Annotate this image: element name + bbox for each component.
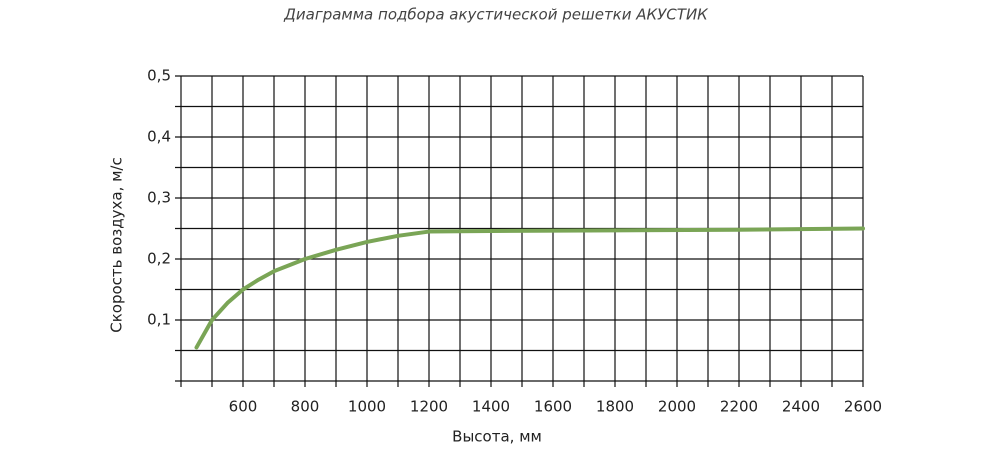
x-tick-label: 2000 xyxy=(658,398,696,416)
line xyxy=(194,226,865,350)
x-tick-label: 1600 xyxy=(534,398,572,416)
x-tick-label: 800 xyxy=(291,398,320,416)
x-tick-label: 2400 xyxy=(782,398,820,416)
x-tick-label: 2600 xyxy=(844,398,882,416)
x-tick-label: 1800 xyxy=(596,398,634,416)
y-tick-label: 0,5 xyxy=(147,67,171,85)
x-axis-label: Высота, мм xyxy=(452,428,542,446)
x-tick-label: 2200 xyxy=(720,398,758,416)
y-tick-label: 0,1 xyxy=(147,311,171,329)
x-tick-label: 600 xyxy=(229,398,258,416)
y-tick-label: 0,4 xyxy=(147,128,171,146)
x-tick-label: 1000 xyxy=(348,398,386,416)
x-tick-label: 1200 xyxy=(410,398,448,416)
y-tick-label: 0,2 xyxy=(147,250,171,268)
chart-title: Диаграмма подбора акустической решетки А… xyxy=(283,6,709,24)
x-tick-label: 1400 xyxy=(472,398,510,416)
y-tick-label: 0,3 xyxy=(147,189,171,207)
y-axis-label: Скорость воздуха, м/с xyxy=(108,157,126,332)
